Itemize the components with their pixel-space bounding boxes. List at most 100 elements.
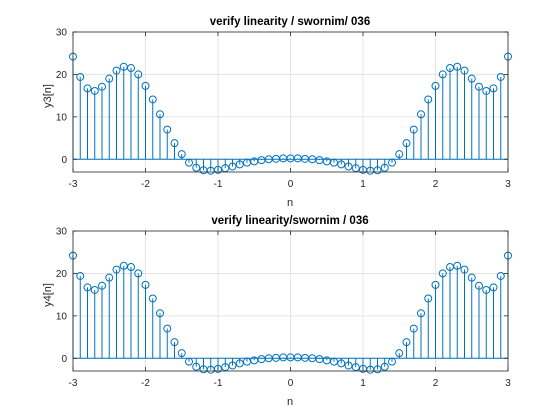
subplot-top-stem-marker [98, 82, 106, 91]
subplot-top-stem-marker [170, 139, 179, 148]
subplot-bottom-stem-marker [163, 324, 172, 333]
subplot-bottom-stem-marker [134, 269, 143, 278]
subplot-top: verify linearity / swornim/ 036 n y3[n] … [42, 16, 512, 209]
subplot-bottom-stem-marker [177, 349, 186, 358]
subplot-bottom-xtick-label: 1 [360, 378, 366, 389]
subplot-top-stem-marker [475, 82, 483, 91]
subplot-bottom-stem-marker [388, 357, 396, 366]
subplot-top-stem-marker [380, 163, 389, 172]
subplot-bottom-stem-marker [373, 365, 382, 374]
subplot-top-stem-marker [337, 160, 346, 169]
subplot-top-stem-marker [112, 66, 121, 75]
subplot-bottom-stem-marker [337, 359, 346, 368]
subplot-top-stem-marker [141, 81, 150, 90]
subplot-top-stem-marker [409, 125, 418, 134]
subplot-top-stem-marker [156, 110, 164, 119]
subplot-bottom-stem-marker [380, 362, 389, 371]
subplot-top-stem-marker [83, 84, 92, 93]
subplot-bottom-ytick-label: 20 [56, 269, 68, 280]
subplot-top-xtick-label: 1 [360, 179, 366, 190]
subplot-bottom-xtick-label: -3 [69, 378, 78, 389]
subplot-top-xlabel: n [287, 197, 293, 209]
subplot-bottom-stem-marker [489, 283, 498, 292]
subplot-bottom-xtick-label: -2 [141, 378, 150, 389]
subplot-bottom-stem-marker [156, 309, 164, 318]
subplot-bottom-stem-marker [417, 309, 425, 318]
subplot-top-ytick-label: 0 [61, 155, 67, 166]
subplot-bottom-stem-marker [98, 281, 106, 290]
subplot-bottom-xtick-label: 0 [288, 378, 294, 389]
subplot-top-stem-marker [90, 86, 99, 95]
subplot-bottom-stem-marker [141, 280, 150, 289]
subplot-bottom-stem-marker [453, 261, 462, 270]
subplot-top-stem-marker [134, 70, 143, 79]
subplot-bottom-stem-marker [228, 361, 237, 370]
subplot-top-stem-marker [235, 160, 244, 169]
subplot-top-ytick-label: 30 [56, 28, 68, 39]
subplot-top-ytick-label: 20 [56, 70, 68, 81]
subplot-bottom-stem-marker [90, 285, 99, 294]
subplot-top-stem-marker [76, 72, 85, 81]
subplot-bottom-stem-marker [83, 283, 92, 292]
subplot-top-xtick-label: 2 [433, 179, 439, 190]
subplot-bottom-ylabel: y4[n] [42, 283, 54, 307]
subplot-bottom-stem-marker [424, 294, 433, 303]
subplot-top-stem-marker [330, 158, 338, 167]
subplot-bottom-stem-marker [235, 359, 244, 368]
subplot-top-stem-marker [467, 74, 476, 83]
subplot-top-stem-marker [431, 81, 440, 90]
subplot-bottom-stem-marker [409, 324, 418, 333]
subplot-bottom-stem-marker [330, 357, 338, 366]
subplot-bottom-stem-marker [395, 349, 404, 358]
subplot-top-stem-marker [482, 86, 491, 95]
subplot-top-xtick-label: 0 [288, 179, 294, 190]
subplot-bottom-stem-marker [105, 273, 114, 282]
subplot-bottom-title: verify linearity/swornim / 036 [211, 215, 368, 227]
subplot-bottom-stem-marker [76, 271, 85, 280]
subplot-top-stem-marker [395, 150, 404, 159]
subplot-top-stem-marker [438, 70, 447, 79]
subplot-bottom-ytick-label: 10 [56, 311, 68, 322]
subplot-bottom: verify linearity/swornim / 036 n y4[n] -… [42, 215, 512, 408]
subplot-bottom-stem-marker [482, 285, 491, 294]
subplot-top-xtick-label: -1 [214, 179, 223, 190]
subplot-top-stem-marker [402, 139, 411, 148]
subplot-top-stem-marker [177, 150, 186, 159]
subplot-bottom-ytick-label: 30 [56, 227, 68, 238]
subplot-top-stem-marker [424, 95, 433, 104]
subplot-bottom-stem-marker [460, 265, 469, 274]
subplot-bottom-stem-marker [127, 263, 135, 272]
subplot-top-ytick-label: 10 [56, 112, 68, 123]
subplot-top-stem-marker [489, 84, 498, 93]
subplot-bottom-stem-marker [344, 361, 353, 370]
subplot-bottom-stem-marker [467, 273, 476, 282]
subplot-top-stem-marker [496, 72, 505, 81]
subplot-bottom-ytick-label: 0 [61, 354, 67, 365]
subplot-top-stem-marker [417, 110, 425, 119]
subplot-bottom-xtick-label: 2 [433, 378, 439, 389]
subplot-top-title: verify linearity / swornim/ 036 [210, 16, 370, 28]
subplot-bottom-xtick-label: -1 [214, 378, 223, 389]
subplot-top-stem-marker [163, 125, 172, 134]
subplot-bottom-stem-marker [170, 338, 179, 347]
subplot-bottom-stem-marker [475, 281, 483, 290]
subplot-top-xtick-label: -3 [69, 179, 78, 190]
subplot-top-stem-marker [192, 163, 201, 172]
subplot-bottom-stem-marker [214, 364, 222, 373]
subplot-bottom-stem-marker [112, 265, 121, 274]
subplot-bottom-xlabel: n [287, 396, 293, 408]
subplot-top-xtick-label: -2 [141, 179, 150, 190]
subplot-top-stem-marker [185, 158, 193, 167]
subplot-top-stem-marker [388, 158, 396, 167]
subplot-top-stem-marker [344, 162, 353, 171]
subplot-top-xtick-label: 3 [505, 179, 511, 190]
subplot-top-stem-marker [460, 66, 469, 75]
subplot-top-stem-marker [373, 166, 382, 175]
subplot-top-stem-marker [127, 64, 135, 73]
subplot-top-stem-marker [214, 165, 222, 174]
subplot-top-stem-marker [453, 62, 462, 71]
subplot-bottom-stem-marker [431, 280, 440, 289]
subplot-bottom-stem-marker [496, 271, 505, 280]
subplot-bottom-stem-marker [402, 338, 411, 347]
